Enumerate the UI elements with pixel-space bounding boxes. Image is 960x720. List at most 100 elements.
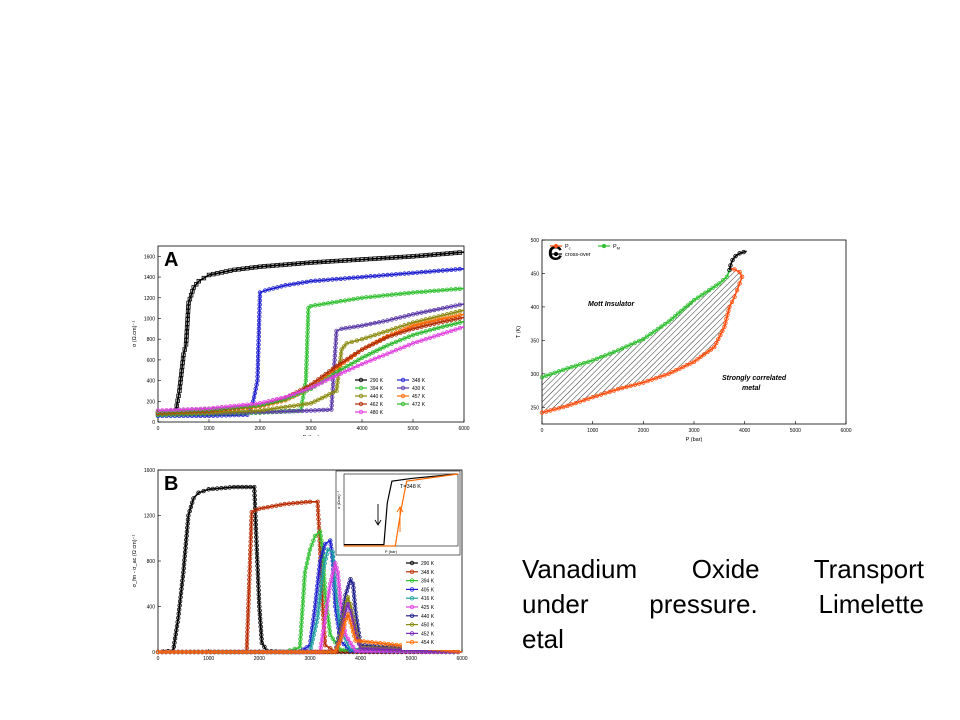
data-point — [256, 330, 262, 335]
data-point — [291, 391, 297, 397]
data-point — [449, 314, 454, 320]
data-point — [326, 590, 332, 595]
data-point — [310, 637, 316, 642]
data-point — [343, 609, 348, 615]
data-point — [257, 302, 262, 307]
data-point — [224, 649, 229, 655]
data-point — [393, 272, 399, 277]
data-point — [216, 649, 221, 655]
data-point — [368, 294, 373, 300]
data-point — [423, 320, 428, 325]
data-point — [223, 404, 229, 410]
data-point — [385, 255, 390, 261]
data-point — [386, 641, 391, 647]
data-point — [453, 303, 458, 308]
data-point — [727, 304, 732, 310]
data-point — [348, 361, 354, 367]
data-point — [262, 407, 267, 413]
data-point — [321, 277, 326, 283]
data-point — [184, 529, 190, 534]
data-point — [453, 321, 458, 326]
data-point — [254, 539, 259, 544]
data-point — [174, 623, 180, 629]
data-point — [215, 271, 220, 276]
data-point — [171, 649, 177, 655]
data-point — [246, 585, 252, 590]
data-point — [181, 566, 186, 571]
data-point — [184, 649, 189, 655]
data-point — [703, 290, 708, 295]
data-point — [364, 295, 369, 300]
data-point — [317, 558, 323, 564]
data-point — [334, 373, 339, 378]
legend-label: PM — [613, 244, 620, 251]
data-point — [590, 395, 595, 400]
series-line — [158, 501, 463, 653]
data-point — [332, 565, 337, 570]
data-point — [419, 253, 424, 258]
data-point — [321, 546, 327, 551]
data-point — [302, 570, 308, 575]
data-point — [185, 309, 191, 314]
data-point — [182, 557, 187, 563]
y-tick-label: 0 — [152, 420, 155, 426]
data-point — [724, 316, 729, 322]
data-point — [196, 279, 201, 284]
annotation-metal: Strongly correlated — [722, 375, 787, 382]
data-point — [256, 588, 261, 593]
data-point — [183, 541, 189, 547]
data-point — [615, 387, 621, 392]
data-point — [304, 350, 310, 355]
data-point — [257, 264, 263, 269]
data-point — [365, 639, 371, 645]
data-point — [174, 628, 179, 633]
legend-marker — [553, 251, 559, 257]
data-point — [331, 569, 336, 574]
data-point — [253, 508, 258, 513]
data-point — [440, 319, 445, 324]
data-point — [372, 356, 377, 362]
data-point — [347, 325, 352, 330]
data-point — [449, 304, 454, 309]
data-point — [423, 323, 428, 328]
data-point — [321, 407, 326, 413]
data-point — [539, 410, 545, 415]
data-point — [320, 632, 325, 638]
caption-line-3: etal — [522, 624, 564, 654]
data-point — [185, 317, 190, 322]
legend-label: 290 K — [370, 378, 384, 384]
data-point — [317, 562, 322, 568]
data-point — [385, 351, 390, 356]
data-point — [182, 347, 187, 352]
data-point — [381, 353, 386, 358]
data-point — [244, 641, 250, 647]
data-point — [720, 328, 725, 334]
data-point — [301, 586, 307, 592]
data-point — [364, 360, 369, 365]
data-point — [432, 334, 437, 339]
data-point — [304, 408, 309, 413]
data-point — [348, 608, 353, 614]
data-point — [312, 383, 317, 389]
inset-series-line — [344, 473, 459, 546]
data-point — [345, 363, 350, 369]
slide-caption: Vanadium Oxide Transport under pressure.… — [522, 552, 924, 657]
data-point — [698, 354, 703, 360]
data-point — [304, 346, 310, 351]
data-point — [641, 380, 646, 385]
data-point — [356, 357, 361, 363]
data-point — [182, 553, 187, 559]
data-point — [449, 322, 454, 327]
legend-marker — [409, 587, 415, 592]
data-point — [283, 394, 288, 400]
data-point — [415, 331, 420, 337]
data-point — [436, 320, 441, 325]
data-point — [624, 344, 629, 349]
data-point — [181, 407, 186, 412]
data-point — [338, 299, 343, 304]
data-point — [679, 308, 684, 314]
data-point — [688, 300, 694, 306]
data-point — [419, 321, 424, 326]
data-point — [248, 539, 253, 544]
data-point — [321, 565, 326, 571]
